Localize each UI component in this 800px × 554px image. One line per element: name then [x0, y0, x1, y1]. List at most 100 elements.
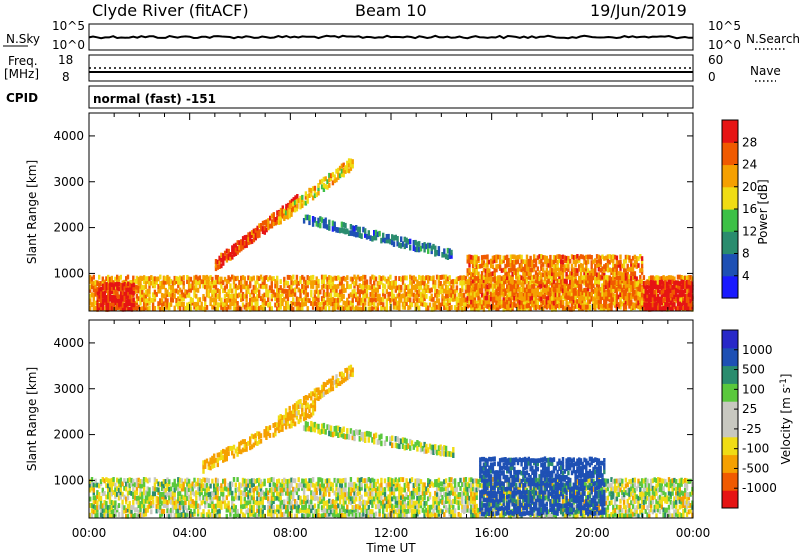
- power-cell: [448, 305, 451, 311]
- velocity-cell: [276, 495, 279, 501]
- power-cell: [552, 275, 556, 281]
- velocity-cell: [126, 504, 130, 509]
- power-cell: [313, 185, 317, 191]
- velocity-cell: [272, 481, 275, 487]
- power-cell: [410, 275, 414, 281]
- power-cell: [232, 284, 236, 289]
- velocity-cell: [315, 508, 318, 514]
- power-cell: [484, 254, 487, 260]
- power-cell: [554, 271, 557, 277]
- power-cell: [236, 301, 239, 306]
- power-cell: [506, 284, 509, 289]
- velocity-cell: [328, 498, 331, 504]
- velocity-cell: [96, 512, 99, 518]
- power-cell: [240, 242, 243, 248]
- velocity-cell: [267, 496, 270, 502]
- power-cell: [419, 284, 423, 290]
- power-cell: [497, 306, 500, 312]
- power-cell: [549, 304, 552, 309]
- power-cell: [599, 292, 602, 297]
- velocity-cell: [358, 500, 361, 506]
- power-cell: [486, 291, 489, 296]
- power-cell: [209, 288, 212, 293]
- power-cell: [522, 300, 525, 306]
- velocity-cell: [365, 508, 369, 514]
- power-cell: [529, 258, 532, 264]
- power-cell: [265, 227, 268, 233]
- power-cell: [182, 275, 185, 280]
- power-cell: [416, 246, 419, 253]
- velocity-cell: [276, 504, 279, 510]
- power-cell: [675, 292, 678, 298]
- power-cell: [380, 276, 383, 281]
- power-cell: [367, 296, 370, 302]
- velocity-cell: [121, 509, 124, 515]
- power-cell: [473, 286, 477, 292]
- velocity-cell: [329, 486, 333, 491]
- velocity-cell: [139, 483, 142, 489]
- power-cell: [362, 280, 365, 286]
- power-cell: [322, 219, 326, 225]
- velocity-cell: [232, 503, 236, 509]
- power-cell: [107, 294, 110, 299]
- power-cell: [567, 267, 570, 272]
- power-cell: [608, 283, 611, 288]
- power-cell: [151, 281, 155, 286]
- velocity-cell: [207, 509, 210, 515]
- velocity-cell: [391, 490, 394, 495]
- power-cell: [642, 293, 646, 299]
- power-cell: [340, 293, 344, 299]
- velocity-cell: [364, 504, 367, 510]
- power-cell: [252, 292, 255, 298]
- power-cell: [313, 217, 317, 223]
- power-cell: [100, 290, 103, 296]
- power-cell: [425, 283, 428, 289]
- power-cell: [626, 271, 629, 277]
- velocity-cell: [265, 490, 268, 496]
- power-cell: [667, 285, 671, 291]
- power-cell: [547, 275, 550, 281]
- velocity-cell: [331, 482, 335, 488]
- velocity-cell: [398, 494, 401, 500]
- velocity-cell: [355, 483, 358, 489]
- power-cell: [290, 202, 293, 208]
- velocity-cell: [419, 503, 423, 509]
- power-cell: [498, 295, 502, 301]
- power-cell: [374, 297, 378, 303]
- power-cell: [513, 262, 516, 267]
- velocity-cell: [101, 477, 104, 482]
- velocity-cell: [394, 509, 397, 515]
- power-cell: [317, 190, 320, 196]
- power-cell: [328, 177, 331, 183]
- power-cell: [189, 301, 193, 307]
- velocity-cell: [374, 511, 378, 517]
- power-cell: [572, 279, 575, 285]
- velocity-cell: [295, 508, 299, 513]
- power-cell: [272, 289, 275, 295]
- power-cell: [193, 304, 196, 310]
- velocity-cell: [349, 496, 353, 502]
- power-cell: [410, 281, 414, 286]
- power-cell: [193, 288, 196, 294]
- power-cell: [522, 276, 525, 281]
- power-cell: [624, 288, 628, 294]
- power-cell: [254, 306, 257, 311]
- power-colorbar-swatch: [722, 275, 738, 299]
- power-cell: [263, 292, 266, 298]
- velocity-cell: [394, 483, 397, 488]
- power-cell: [338, 305, 342, 311]
- power-cell: [446, 247, 450, 254]
- power-cell: [595, 295, 599, 300]
- velocity-cell: [290, 482, 293, 488]
- power-cell: [529, 288, 532, 294]
- power-cell: [631, 267, 635, 272]
- velocity-cell: [340, 490, 344, 495]
- power-cell: [128, 299, 132, 304]
- power-cell: [561, 254, 565, 260]
- velocity-cell: [243, 496, 246, 502]
- power-cell: [392, 297, 396, 303]
- power-cell: [340, 172, 344, 177]
- velocity-cell: [304, 508, 308, 514]
- power-cell: [284, 214, 288, 219]
- power-cell: [581, 263, 584, 269]
